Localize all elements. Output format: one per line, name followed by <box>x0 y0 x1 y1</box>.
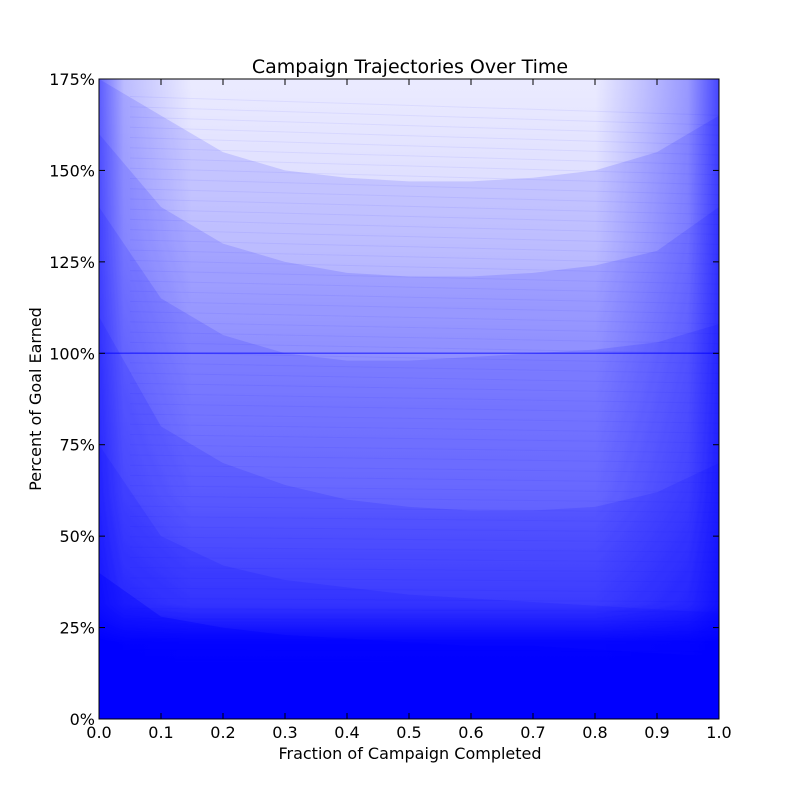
trajectory-line <box>129 198 719 216</box>
trajectory-line <box>129 526 719 533</box>
x-axis-ticks: 0.0 0.1 0.2 0.3 0.4 0.5 0.6 0.7 0.8 0.9 1.0 <box>86 79 732 742</box>
x-tick-label: 0.6 <box>458 723 483 742</box>
right-edge-shading <box>99 79 719 719</box>
trajectory-line <box>129 177 719 196</box>
x-tick-label: 0.8 <box>582 723 607 742</box>
y-tick-label: 175% <box>49 70 95 89</box>
trajectory-line <box>129 137 719 156</box>
x-tick-label: 0.2 <box>210 723 235 742</box>
trajectory-line <box>129 167 719 186</box>
trajectory-line <box>129 587 719 593</box>
trajectory-line <box>129 116 719 136</box>
x-tick-label: 0.9 <box>644 723 669 742</box>
x-axis-label: Fraction of Campaign Completed <box>278 744 541 763</box>
y-axis-label: Percent of Goal Earned <box>26 307 45 491</box>
trajectory-line <box>129 270 719 285</box>
trajectory-line <box>129 259 719 275</box>
trajectory-line <box>129 218 719 235</box>
trajectory-line <box>129 618 719 623</box>
trajectory-line <box>129 444 719 454</box>
trajectory-line <box>129 577 719 583</box>
trajectory-line <box>129 515 719 523</box>
y-axis-ticks: 0% 25% 50% 75% 100% 125% 150% 175% <box>49 70 719 729</box>
trajectory-line <box>129 229 719 245</box>
trajectory-band-6 <box>99 79 719 719</box>
x-tick-label: 0.5 <box>396 723 421 742</box>
trajectory-line <box>129 352 719 365</box>
trajectory-line <box>129 311 719 325</box>
trajectory-line <box>129 126 719 146</box>
y-tick-label: 150% <box>49 161 95 180</box>
trajectory-band-2 <box>99 444 719 719</box>
trajectory-line <box>129 464 719 474</box>
x-tick-label: 0.7 <box>520 723 545 742</box>
trajectory-line <box>129 597 719 603</box>
y-tick-label: 125% <box>49 253 95 272</box>
trajectory-line <box>129 300 719 315</box>
trajectory-line <box>129 372 719 384</box>
trajectory-line <box>129 157 719 176</box>
trajectory-band-0 <box>99 653 719 719</box>
trajectory-line <box>129 403 719 414</box>
chart-title: Campaign Trajectories Over Time <box>252 56 568 78</box>
x-tick-label: 0.1 <box>148 723 173 742</box>
x-tick-label: 1.0 <box>706 723 731 742</box>
trajectory-line <box>129 556 719 563</box>
x-tick-label: 0.4 <box>334 723 359 742</box>
trajectory-line <box>129 628 719 633</box>
trajectory-line <box>129 321 719 335</box>
trajectory-band-4 <box>99 207 719 719</box>
trajectory-line <box>129 393 719 404</box>
y-tick-label: 100% <box>49 344 95 363</box>
trajectory-line <box>129 689 719 692</box>
trajectory-line <box>129 188 719 206</box>
trajectory-line <box>129 700 719 702</box>
trajectory-line <box>129 659 719 663</box>
trajectory-line <box>129 249 719 265</box>
trajectory-line <box>129 433 719 444</box>
trajectory-line <box>129 239 719 255</box>
trajectory-line <box>129 423 719 434</box>
trajectory-band-3 <box>99 316 719 719</box>
trajectory-line <box>129 485 719 494</box>
plot-area <box>99 79 719 719</box>
x-tick-label: 0.0 <box>86 723 111 742</box>
x-tick-label: 0.3 <box>272 723 297 742</box>
trajectory-line <box>129 495 719 504</box>
trajectory-line <box>129 474 719 484</box>
trajectory-line <box>129 649 719 653</box>
y-tick-label: 0% <box>70 710 95 729</box>
trajectory-line <box>129 669 719 672</box>
trajectory-line <box>129 331 719 345</box>
y-tick-label: 75% <box>59 436 95 455</box>
trajectory-line <box>129 546 719 553</box>
trajectory-bands <box>99 79 719 719</box>
trajectory-line <box>129 208 719 225</box>
trajectory-line <box>129 341 719 355</box>
trajectory-line <box>129 362 719 374</box>
trajectory-line <box>129 106 719 126</box>
trajectory-line <box>129 536 719 543</box>
trajectory-line <box>129 96 719 116</box>
trajectory-line <box>129 280 719 295</box>
trajectory-line <box>129 147 719 166</box>
trajectory-line <box>129 567 719 573</box>
y-tick-label: 25% <box>59 619 95 638</box>
y-tick-label: 50% <box>59 527 95 546</box>
trajectory-line <box>129 679 719 682</box>
trajectory-line <box>129 290 719 305</box>
trajectory-line <box>129 638 719 643</box>
trajectory-band-5 <box>99 133 719 719</box>
trajectory-line <box>129 454 719 464</box>
trajectory-line <box>129 505 719 514</box>
trajectory-band-1 <box>99 572 719 719</box>
trajectory-line <box>129 608 719 613</box>
trajectory-line <box>129 413 719 424</box>
trajectory-line <box>129 382 719 394</box>
